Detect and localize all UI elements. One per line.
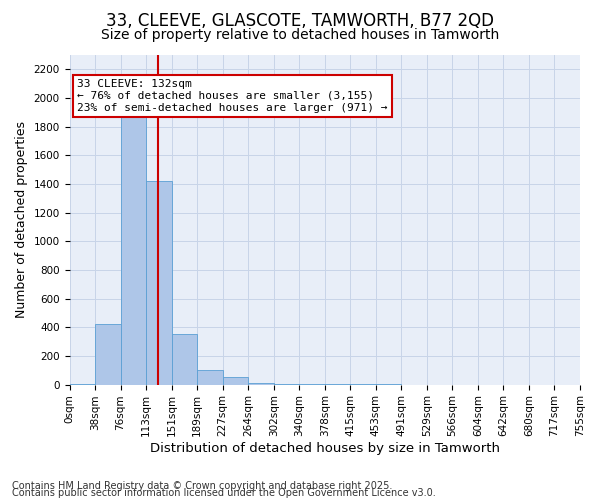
Bar — [172, 334, 197, 384]
Bar — [146, 181, 172, 384]
Bar — [197, 370, 223, 384]
Bar — [223, 378, 248, 384]
Text: Size of property relative to detached houses in Tamworth: Size of property relative to detached ho… — [101, 28, 499, 42]
Bar — [95, 324, 121, 384]
Text: 33 CLEEVE: 132sqm
← 76% of detached houses are smaller (3,155)
23% of semi-detac: 33 CLEEVE: 132sqm ← 76% of detached hous… — [77, 80, 388, 112]
Y-axis label: Number of detached properties: Number of detached properties — [15, 122, 28, 318]
Text: 33, CLEEVE, GLASCOTE, TAMWORTH, B77 2QD: 33, CLEEVE, GLASCOTE, TAMWORTH, B77 2QD — [106, 12, 494, 30]
Text: Contains public sector information licensed under the Open Government Licence v3: Contains public sector information licen… — [12, 488, 436, 498]
Text: Contains HM Land Registry data © Crown copyright and database right 2025.: Contains HM Land Registry data © Crown c… — [12, 481, 392, 491]
Bar — [248, 383, 274, 384]
X-axis label: Distribution of detached houses by size in Tamworth: Distribution of detached houses by size … — [150, 442, 500, 455]
Bar — [121, 91, 146, 384]
